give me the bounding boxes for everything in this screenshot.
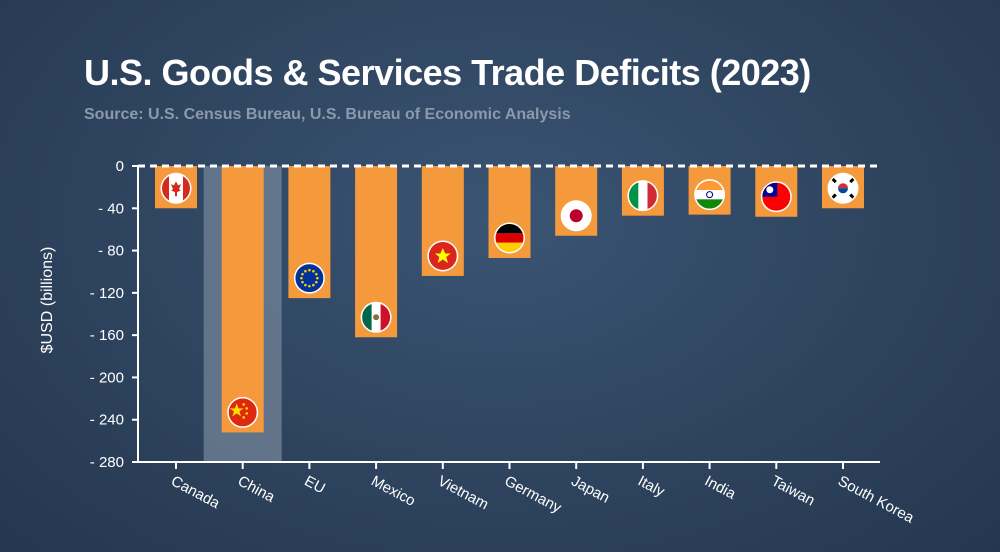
x-tick-label-taiwan: Taiwan xyxy=(768,473,817,510)
mexico-flag-icon xyxy=(360,301,392,333)
eu-flag-icon xyxy=(293,262,325,294)
y-tick-label: - 200 xyxy=(90,369,124,386)
y-tick-label: - 120 xyxy=(90,285,124,302)
india-flag-icon xyxy=(694,179,726,211)
vietnam-flag-icon xyxy=(427,240,459,272)
y-tick-label: - 160 xyxy=(90,327,124,344)
y-axis-label: $USD (billions) xyxy=(39,247,56,354)
x-tick-label-japan: Japan xyxy=(568,473,612,507)
x-tick-label-germany: Germany xyxy=(502,473,565,517)
y-tick-label: - 240 xyxy=(90,412,124,429)
italy-flag-icon xyxy=(627,180,659,212)
x-tick-label-vietnam: Vietnam xyxy=(435,473,491,514)
bar-china xyxy=(221,166,264,433)
x-tick-label-south-korea: South Korea xyxy=(835,473,917,527)
canada-flag-icon xyxy=(160,172,192,204)
y-tick-label: 0 xyxy=(116,158,124,175)
x-tick-label-india: India xyxy=(702,473,739,504)
chart-title: U.S. Goods & Services Trade Deficits (20… xyxy=(84,52,811,93)
y-tick-label: - 40 xyxy=(98,200,124,217)
x-tick-label-canada: Canada xyxy=(168,473,223,513)
x-tick-label-mexico: Mexico xyxy=(368,473,418,510)
x-tick-label-italy: Italy xyxy=(635,473,668,501)
germany-flag-icon xyxy=(494,222,525,254)
y-tick-label: - 280 xyxy=(90,454,124,471)
x-tick-label-china: China xyxy=(235,473,278,507)
x-tick-label-eu: EU xyxy=(302,473,328,498)
taiwan-flag-icon xyxy=(760,181,792,213)
japan-flag-icon xyxy=(560,200,592,232)
china-flag-icon xyxy=(227,396,259,428)
south-korea-flag-icon xyxy=(827,172,859,204)
chart-subtitle: Source: U.S. Census Bureau, U.S. Bureau … xyxy=(84,106,571,123)
y-tick-label: - 80 xyxy=(98,243,124,260)
